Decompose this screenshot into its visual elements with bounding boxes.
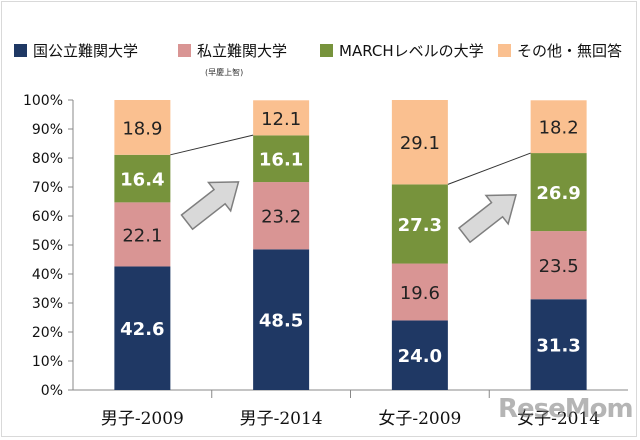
data-label: 42.6 — [120, 319, 164, 340]
bar-segment — [391, 100, 448, 185]
bar-segment — [253, 100, 310, 136]
legend: 国公立難関大学 私立難関大学 MARCHレベルの大学 その他・無回答 — [14, 40, 634, 80]
data-label: 12.1 — [261, 109, 301, 130]
y-tick-label: 70% — [32, 180, 63, 196]
legend-label-march: MARCHレベルの大学 — [339, 41, 484, 60]
data-label: 23.5 — [539, 256, 579, 277]
y-tick-label: 100% — [23, 93, 63, 109]
legend-swatch-other — [498, 43, 511, 57]
legend-item-other: その他・無回答 — [498, 40, 622, 60]
increase-arrow-icon — [457, 194, 517, 244]
bar-segment — [391, 320, 448, 390]
legend-swatch-national — [14, 43, 27, 57]
data-label: 18.9 — [122, 118, 162, 139]
x-category-label: 男子-2014 — [240, 409, 323, 429]
increase-arrow-icon — [180, 181, 240, 231]
bar-segment — [530, 100, 587, 154]
y-tick-label: 30% — [32, 296, 63, 312]
y-tick-label: 90% — [32, 122, 63, 138]
bar-segment — [530, 231, 587, 300]
arrow-shape — [180, 181, 240, 231]
data-label: 18.2 — [539, 118, 579, 139]
legend-item-national: 国公立難関大学 — [14, 40, 138, 60]
bar-segment — [253, 135, 310, 183]
arrow-shape — [457, 194, 517, 244]
data-label: 48.5 — [259, 311, 303, 332]
bar-segment — [391, 263, 448, 321]
legend-swatch-private — [178, 43, 191, 57]
legend-private-note: (早慶上智) — [205, 68, 244, 77]
data-label: 31.3 — [536, 336, 580, 357]
legend-item-private: 私立難関大学 — [178, 40, 287, 60]
watermark-logo: ReseMom — [498, 394, 634, 424]
bar-segment — [530, 153, 587, 232]
bar-segment — [114, 100, 171, 155]
data-label: 16.1 — [259, 150, 303, 171]
bar-segment — [253, 182, 310, 250]
data-label: 19.6 — [400, 283, 440, 304]
y-tick-label: 10% — [32, 354, 63, 370]
x-category-label: 女子-2014 — [517, 409, 600, 429]
legend-item-march: MARCHレベルの大学 — [320, 40, 484, 60]
bar-segment — [114, 266, 171, 390]
data-label: 24.0 — [398, 346, 442, 367]
data-label: 16.4 — [120, 170, 164, 191]
legend-label-other: その他・無回答 — [517, 41, 623, 60]
legend-label-national: 国公立難関大学 — [33, 41, 139, 60]
x-category-label: 女子-2009 — [378, 409, 461, 429]
y-tick-label: 20% — [32, 325, 63, 341]
legend-label-private: 私立難関大学 — [197, 41, 288, 60]
bar-segment — [114, 154, 171, 203]
bar-segment — [530, 299, 587, 390]
trend-connector-line — [170, 134, 254, 156]
data-label: 23.2 — [261, 207, 301, 228]
data-label: 22.1 — [122, 225, 162, 246]
y-tick-label: 50% — [32, 238, 63, 254]
data-label: 26.9 — [536, 183, 580, 204]
bar-segment — [253, 249, 310, 390]
y-tick-label: 0% — [41, 383, 63, 399]
x-category-label: 男子-2009 — [101, 409, 184, 429]
y-tick-label: 60% — [32, 209, 63, 225]
bar-segment — [114, 202, 171, 267]
data-label: 29.1 — [400, 133, 440, 154]
y-tick-label: 40% — [32, 267, 63, 283]
legend-swatch-march — [320, 43, 333, 57]
trend-connector-line — [447, 152, 531, 185]
data-label: 27.3 — [398, 215, 442, 236]
bar-segment — [391, 184, 448, 264]
y-tick-label: 80% — [32, 151, 63, 167]
